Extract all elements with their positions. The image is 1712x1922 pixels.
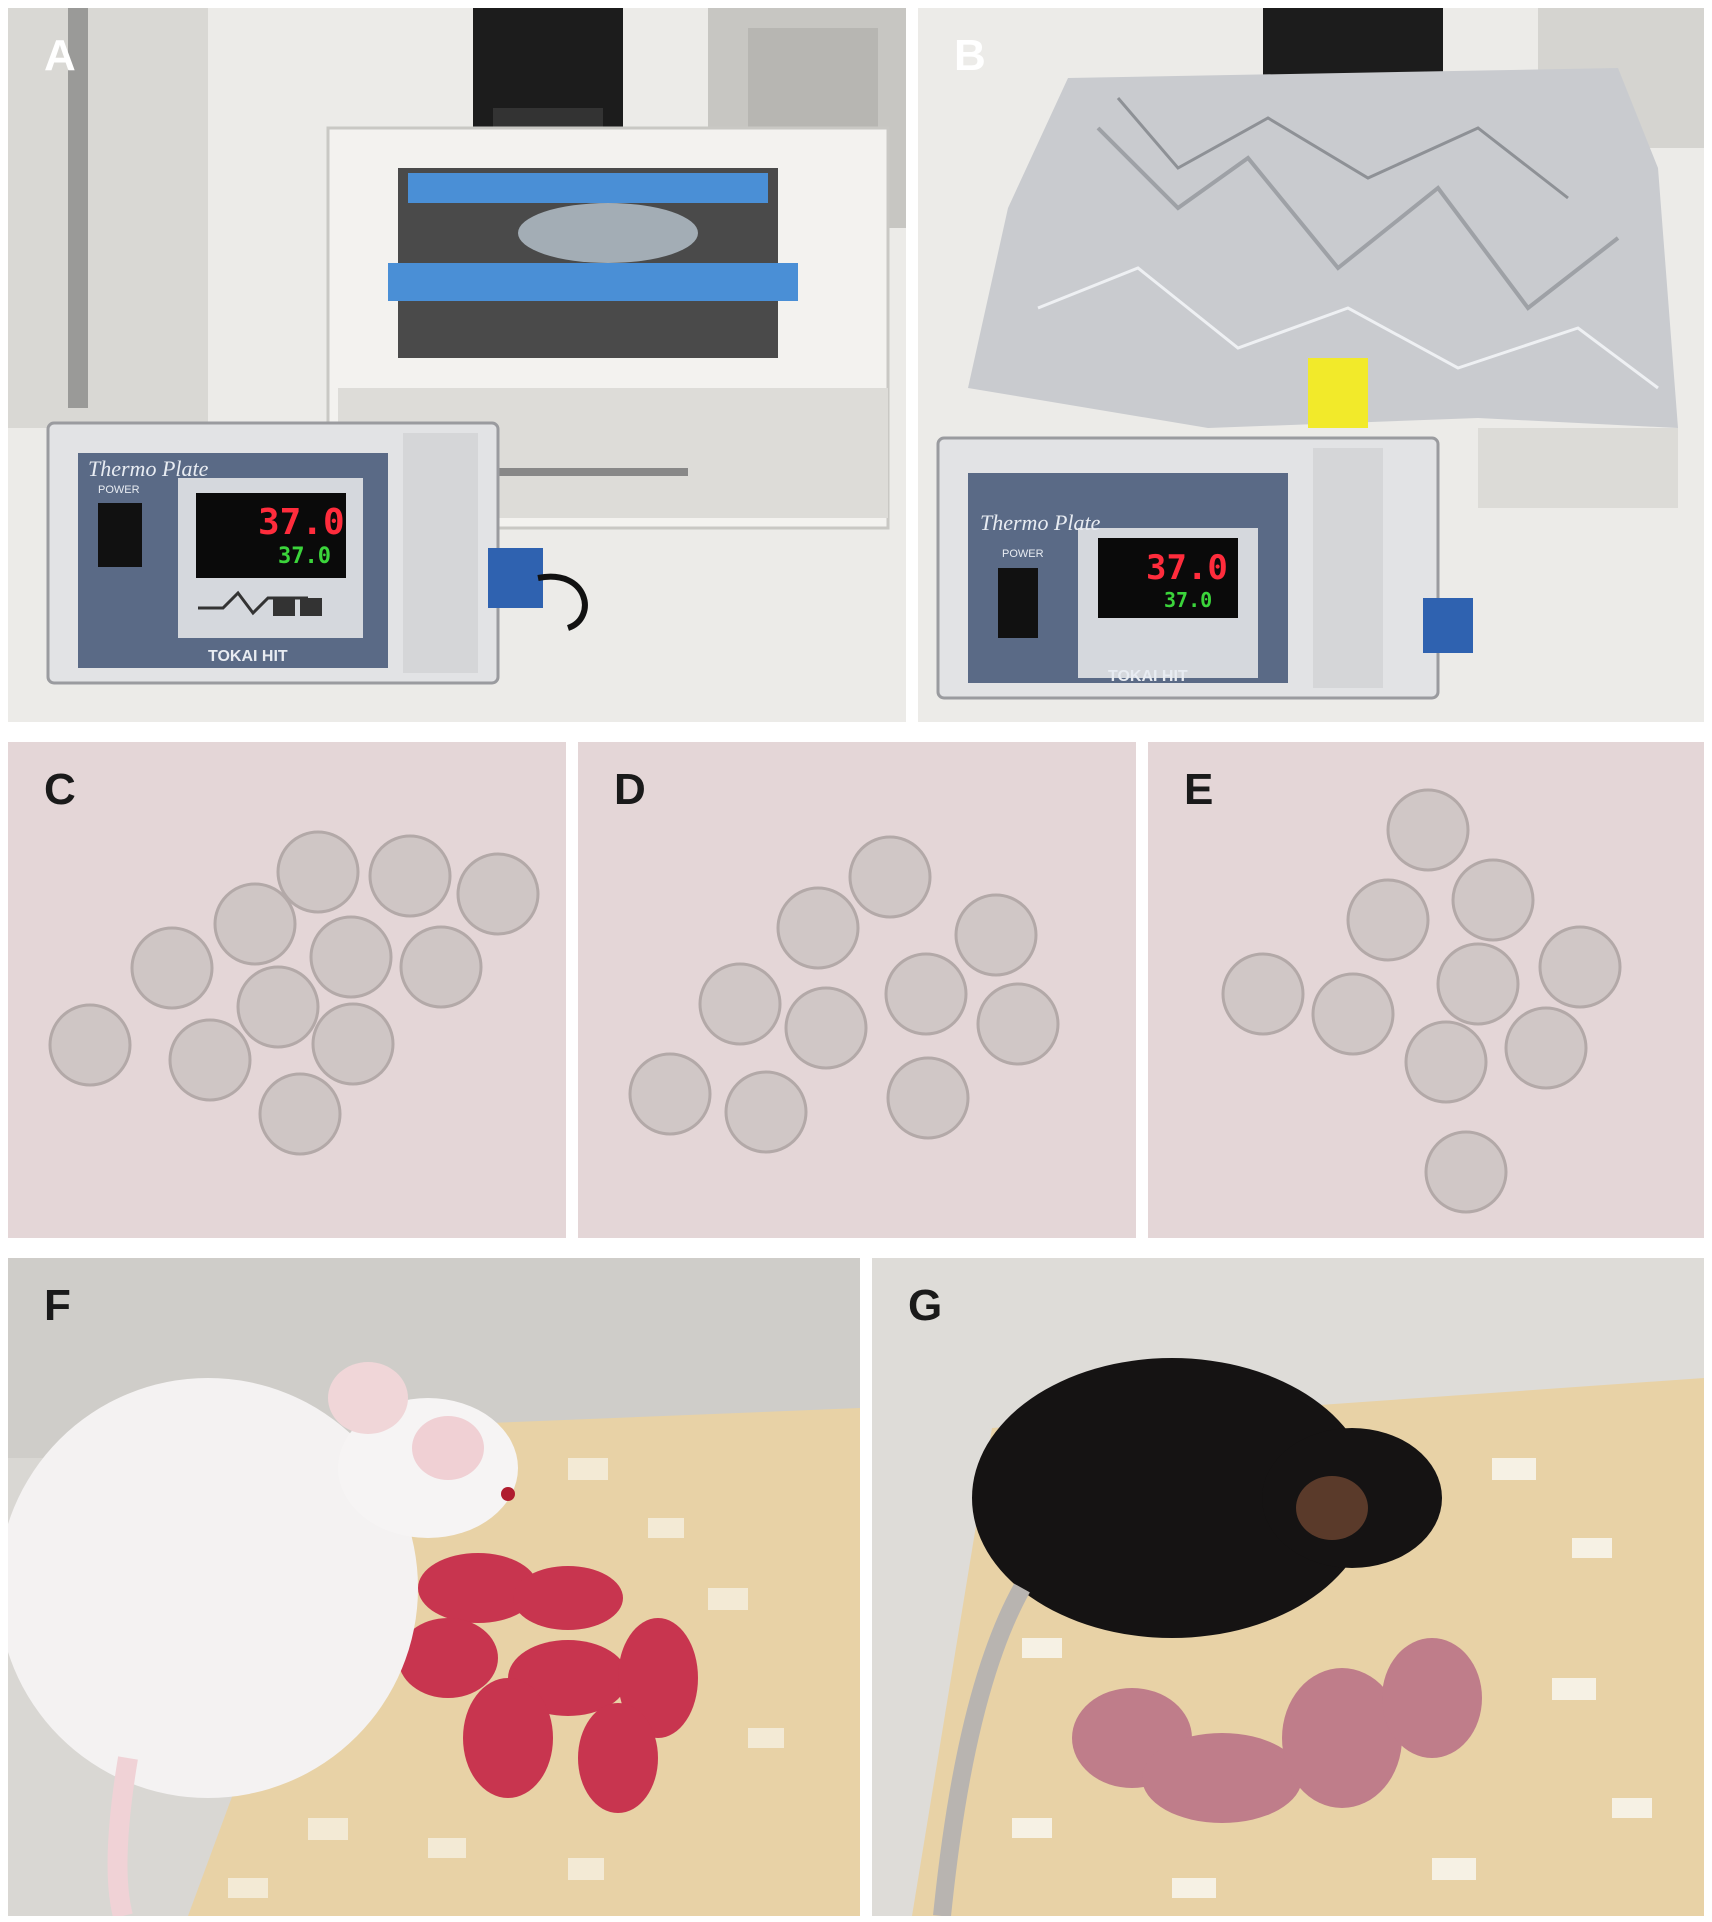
foil-scene: [918, 8, 1704, 722]
black-mouse-scene: [872, 1258, 1704, 1916]
panel-label-b: B: [954, 31, 986, 80]
pv-readout-b: 37.0: [1146, 548, 1228, 588]
panel-label-c: C: [44, 765, 76, 814]
panel-f-white-mouse-with-pups: F: [8, 1258, 860, 1916]
yellow-tape: [1308, 358, 1368, 428]
panel-g-black-mouse-with-pups: G: [872, 1258, 1704, 1916]
panel-d-embryos: D: [578, 742, 1136, 1238]
maker-label-a: TOKAI HIT: [208, 648, 288, 665]
white-mouse-scene: [8, 1258, 860, 1916]
pups-g: [1072, 1638, 1482, 1823]
power-switch-icon: [98, 503, 142, 567]
controller-brand-b: Thermo Plate: [980, 510, 1101, 535]
pv-readout-a: 37.0: [258, 502, 345, 543]
pups-f: [398, 1553, 698, 1813]
panel-b-foil-covered-photo: Thermo Plate POWER 37.0 37.0 TOKAI HIT B: [918, 8, 1704, 722]
embryos-d: [578, 742, 1136, 1238]
power-label-a: POWER: [98, 484, 140, 496]
panel-label-a: A: [44, 31, 76, 80]
embryos-e: [1148, 742, 1704, 1238]
panel-label-f: F: [44, 1281, 71, 1330]
white-mouse-body: [8, 1378, 418, 1798]
blue-clip-top: [408, 173, 768, 203]
embryos-c: [8, 742, 566, 1238]
panel-label-e: E: [1184, 765, 1214, 814]
panel-e-embryos: E: [1148, 742, 1704, 1238]
panel-c-embryos: C: [8, 742, 566, 1238]
thermoplate-scene: [8, 8, 906, 722]
black-mouse-body: [972, 1358, 1372, 1638]
down-arrow-button-icon: [273, 598, 295, 616]
sv-readout-b: 37.0: [1164, 588, 1213, 612]
controller-brand-a: Thermo Plate: [88, 456, 209, 481]
panel-label-g: G: [908, 1281, 943, 1330]
blue-clip-bottom: [388, 263, 798, 301]
panel-label-d: D: [614, 765, 646, 814]
up-arrow-button-icon: [300, 598, 322, 616]
sv-readout-a: 37.0: [278, 544, 331, 569]
maker-label-b: TOKAI HIT: [1108, 668, 1188, 685]
panel-a-thermoplate-photo: Thermo Plate POWER 37.0 37.0 TOKAI HIT A: [8, 8, 906, 722]
power-label-b: POWER: [1002, 548, 1044, 560]
